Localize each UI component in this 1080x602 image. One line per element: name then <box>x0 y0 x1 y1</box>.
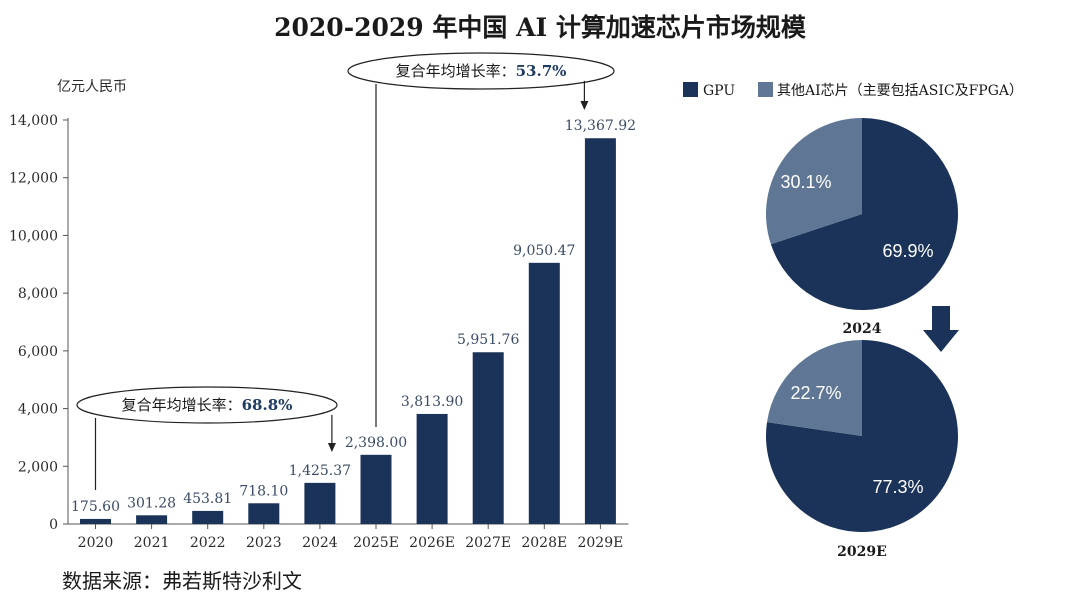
y-tick-label: 8,000 <box>18 286 58 302</box>
cagr-arrow-head <box>327 443 336 452</box>
bar-value-label: 9,050.47 <box>513 243 575 259</box>
cagr-text: 复合年均增长率：68.8% <box>122 396 293 414</box>
bar-value-label: 1,425.37 <box>289 463 351 479</box>
pie-label-other: 22.7% <box>790 383 841 403</box>
cagr-label: 复合年均增长率： <box>122 396 242 414</box>
bar <box>136 515 168 524</box>
x-tick-label: 2023 <box>246 535 282 551</box>
bar <box>80 518 111 524</box>
pie-slice-gpu <box>770 118 959 310</box>
legend-label-gpu: GPU <box>703 83 735 99</box>
bar <box>360 454 392 524</box>
bar-value-label: 453.81 <box>183 491 232 507</box>
cagr-ellipse <box>347 52 615 90</box>
legend-label-other: 其他AI芯片（主要包括ASIC及FPGA） <box>777 83 1023 99</box>
down-arrow-icon <box>923 306 959 352</box>
legend-swatch-gpu <box>683 82 698 97</box>
pie-slice-other <box>766 118 862 245</box>
bar <box>304 482 336 524</box>
pie-label-gpu: 77.3% <box>872 477 923 497</box>
pie-chart: 30.1% 69.9% 2024 <box>766 118 959 337</box>
x-tick-label: 2024 <box>302 535 338 551</box>
pie-chart: 22.7% 77.3% 2029E <box>766 340 959 560</box>
cagr-value: 53.7% <box>516 62 567 80</box>
bar <box>248 503 280 524</box>
y-tick-label: 6,000 <box>18 344 58 360</box>
bar <box>192 510 224 524</box>
y-tick-label: 12,000 <box>9 171 58 187</box>
down-arrow-shape <box>923 306 959 352</box>
pie-slice-other <box>767 340 862 436</box>
cagr-value: 68.8% <box>242 396 293 414</box>
cagr-label: 复合年均增长率： <box>396 62 516 80</box>
chart-title: 2020-2029 年中国 AI 计算加速芯片市场规模 <box>274 13 806 42</box>
x-tick-label: 2028E <box>521 535 567 551</box>
pie-charts: GPU 其他AI芯片（主要包括ASIC及FPGA） 30.1% 69.9% 2024 22… <box>683 82 1023 560</box>
legend: GPU 其他AI芯片（主要包括ASIC及FPGA） <box>683 82 1023 99</box>
x-tick-label: 2021 <box>134 535 170 551</box>
bar <box>472 352 504 524</box>
cagr-text: 复合年均增长率：53.7% <box>396 62 567 80</box>
y-tick-label: 2,000 <box>18 459 58 475</box>
y-tick-label: 14,000 <box>9 113 58 129</box>
source-note: 数据来源：弗若斯特沙利文 <box>62 569 302 593</box>
bar-value-label: 301.28 <box>127 495 176 511</box>
pie-caption: 2029E <box>837 544 887 560</box>
y-tick-label: 10,000 <box>9 228 58 244</box>
bar <box>416 413 448 524</box>
y-tick-label: 4,000 <box>18 402 58 418</box>
x-tick-label: 2027E <box>465 535 511 551</box>
bar-value-label: 3,813.90 <box>401 394 463 410</box>
bar-chart: 0 2,000 4,000 6,000 8,000 10,000 12,000 14,000 亿… <box>9 52 636 551</box>
bar-value-label: 5,951.76 <box>457 332 519 348</box>
y-axis-unit-label: 亿元人民币 <box>57 79 127 95</box>
cagr-ellipse <box>76 386 338 424</box>
x-tick-label: 2022 <box>190 535 226 551</box>
y-tick-label: 0 <box>49 517 58 533</box>
cagr-annotation: 复合年均增长率：53.7% <box>347 52 615 427</box>
cagr-annotation: 复合年均增长率：68.8% <box>76 386 338 490</box>
x-tick-label: 2020 <box>78 535 114 551</box>
x-tick-label: 2026E <box>409 535 455 551</box>
bar-value-label: 2,398.00 <box>345 435 407 451</box>
pie-caption: 2024 <box>843 321 882 337</box>
legend-swatch-other <box>758 82 773 97</box>
bar-value-label: 13,367.92 <box>565 118 636 134</box>
bar <box>584 138 616 524</box>
bar-value-label: 175.60 <box>71 499 120 515</box>
bar <box>528 262 560 524</box>
x-tick-label: 2029E <box>577 535 623 551</box>
x-tick-label: 2025E <box>353 535 399 551</box>
pie-label-other: 30.1% <box>780 172 831 192</box>
cagr-arrow-head <box>580 101 589 110</box>
pie-label-gpu: 69.9% <box>882 241 933 261</box>
bar-value-label: 718.10 <box>239 483 288 499</box>
